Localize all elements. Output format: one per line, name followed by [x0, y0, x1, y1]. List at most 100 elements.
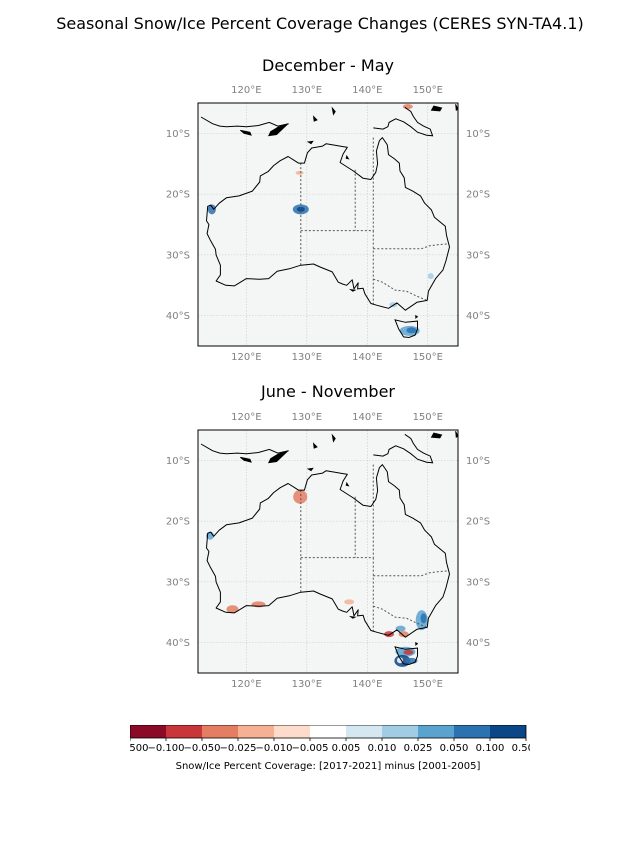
lat-tick-label-right: 20°S [466, 517, 490, 528]
lon-tick-label-bottom: 130°E [292, 679, 322, 690]
state-border [373, 605, 428, 628]
lat-tick-label-right: 40°S [466, 638, 490, 649]
colorbar-tick-label: −0.500 [130, 743, 149, 754]
indonesia-coastline [200, 443, 289, 455]
island [268, 450, 289, 464]
lat-tick-label-left: 30°S [166, 250, 190, 261]
island [331, 433, 336, 443]
lat-tick-label-left: 40°S [166, 638, 190, 649]
anomaly-patch [207, 204, 216, 215]
lat-tick-label-left: 30°S [166, 577, 190, 588]
lon-tick-label-top: 120°E [231, 412, 261, 423]
map-dec-may: 120°E 120°E 130°E 130°E 140°E 140°E 150°E 150°E… [166, 85, 490, 363]
island [348, 288, 357, 292]
lat-tick-label-right: 10°S [466, 129, 490, 140]
colorbar-tick-label: 0.500 [512, 743, 530, 754]
colorbar-segment [238, 725, 274, 738]
tasmania-coastline [394, 646, 418, 666]
state-border [373, 243, 449, 250]
colorbar: −0.500−0.100−0.050−0.025−0.010−0.005 0.00… [130, 725, 530, 754]
colorbar-tick-label: 0.025 [404, 743, 433, 754]
anomaly-patch [296, 206, 305, 212]
anomaly-patch [384, 631, 395, 638]
colorbar-tick-label: 0.010 [368, 743, 397, 754]
lat-tick-label-left: 10°S [166, 456, 190, 467]
anomaly-patch [403, 649, 414, 655]
panel-title-jun-nov: June - November [260, 382, 396, 401]
state-border [373, 278, 428, 301]
lat-tick-label-left: 20°S [166, 190, 190, 201]
colorbar-tick-label: 0.050 [440, 743, 469, 754]
lon-tick-label-bottom: 140°E [352, 679, 382, 690]
anomaly-patch [398, 631, 409, 638]
anomaly-patch [226, 605, 239, 614]
png-coastline [373, 433, 434, 464]
colorbar-segment [130, 725, 166, 738]
lon-tick-label-bottom: 140°E [352, 352, 382, 363]
tasmania-coastline [394, 319, 418, 339]
map-background [198, 103, 458, 346]
lat-tick-label-right: 40°S [466, 311, 490, 322]
island [345, 481, 350, 487]
island [312, 442, 318, 449]
lat-tick-label-left: 20°S [166, 517, 190, 528]
anomaly-patch [420, 613, 427, 624]
lon-tick-label-bottom: 150°E [413, 352, 443, 363]
panel-title-dec-may: December - May [262, 56, 394, 75]
colorbar-tick-label: −0.050 [183, 743, 220, 754]
lat-tick-label-left: 10°S [166, 129, 190, 140]
map-jun-nov: 120°E 120°E 130°E 130°E 140°E 140°E 150°E 150°E… [166, 412, 490, 690]
australia-coastline [206, 137, 450, 311]
anomaly-patch [295, 170, 304, 175]
colorbar-segment [382, 725, 418, 738]
colorbar-segment [418, 725, 454, 738]
lat-tick-label-right: 30°S [466, 577, 490, 588]
colorbar-label: Snow/Ice Percent Coverage: [2017-2021] m… [175, 761, 481, 772]
island [268, 123, 289, 137]
colorbar-tick-label: −0.025 [219, 743, 256, 754]
island [306, 467, 314, 472]
map-frame [197, 429, 459, 674]
australia-coastline [206, 464, 450, 638]
anomaly-patch [402, 104, 413, 110]
colorbar-segment [274, 725, 310, 738]
colorbar-frame [130, 725, 527, 739]
lat-tick-label-left: 40°S [166, 311, 190, 322]
lon-tick-label-bottom: 120°E [231, 352, 261, 363]
map-background [198, 430, 458, 673]
state-border [373, 570, 449, 577]
colorbar-tick-label: −0.100 [147, 743, 184, 754]
colorbar-tick-label: 0.005 [332, 743, 361, 754]
lon-tick-label-top: 140°E [352, 412, 382, 423]
colorbar-tick-label: 0.100 [476, 743, 505, 754]
anomaly-patch [396, 657, 403, 664]
island [312, 115, 318, 122]
figure-title: Seasonal Snow/Ice Percent Coverage Chang… [56, 14, 584, 33]
colorbar-segment [202, 725, 238, 738]
colorbar-tick-label: −0.005 [291, 743, 328, 754]
png-coastline [373, 106, 434, 137]
map-frame [197, 102, 459, 347]
island [345, 154, 350, 160]
colorbar-segment [310, 725, 346, 738]
colorbar-segment [346, 725, 382, 738]
colorbar-segment [490, 725, 526, 738]
island [348, 615, 357, 619]
colorbar-tick-label: −0.010 [255, 743, 292, 754]
indonesia-coastline [200, 116, 289, 128]
island [331, 106, 336, 116]
colorbar-segment [166, 725, 202, 738]
anomaly-patch [344, 599, 355, 605]
island [240, 456, 252, 463]
anomaly-patch [427, 273, 434, 280]
lon-tick-label-bottom: 150°E [413, 679, 443, 690]
island [415, 314, 419, 319]
colorbar-segment [454, 725, 490, 738]
island [430, 432, 443, 439]
lon-tick-label-top: 140°E [352, 85, 382, 96]
anomaly-patch [293, 489, 308, 504]
island [455, 104, 458, 112]
lon-tick-label-top: 150°E [413, 85, 443, 96]
lat-tick-label-right: 20°S [466, 190, 490, 201]
island [306, 140, 314, 145]
